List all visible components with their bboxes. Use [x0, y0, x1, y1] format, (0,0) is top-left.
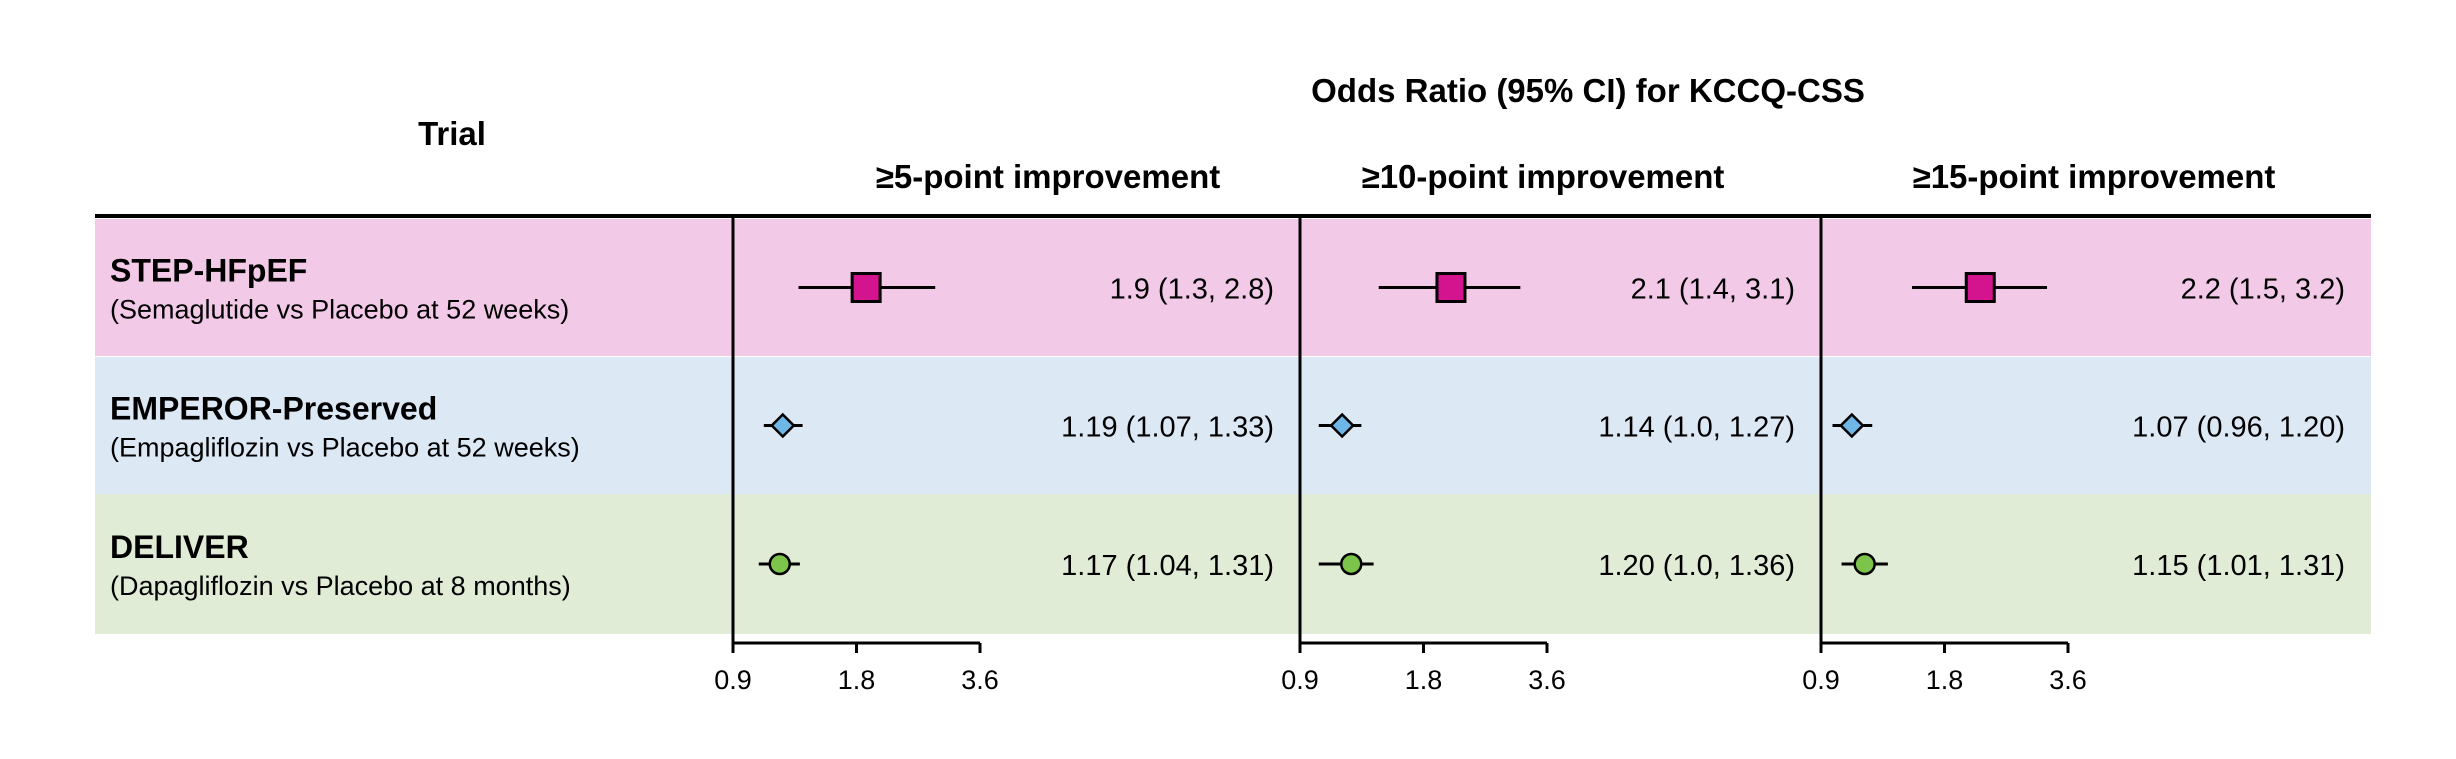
x-tick-label: 3.6 — [1528, 665, 1566, 695]
trial-name: DELIVER — [110, 529, 249, 565]
trial-detail: (Empagliflozin vs Placebo at 52 weeks) — [110, 433, 580, 463]
trial-labels: STEP-HFpEF (Semaglutide vs Placebo at 52 … — [110, 253, 580, 602]
estimate-label: 1.20 (1.0, 1.36) — [1598, 550, 1795, 582]
axes: 0.9 1.8 3.6 0.9 1.8 3.6 0.9 1.8 3.6 — [714, 216, 2087, 695]
point-estimate-circle — [768, 552, 791, 576]
point-estimate-diamond — [769, 412, 796, 439]
panel-titles: ≥5-point improvement ≥10-point improvemen… — [876, 158, 2276, 195]
estimate-label: 1.17 (1.04, 1.31) — [1061, 550, 1274, 582]
x-tick-label: 3.6 — [2049, 665, 2087, 695]
estimate-label: 1.14 (1.0, 1.27) — [1598, 412, 1795, 444]
estimate-label: 2.1 (1.4, 3.1) — [1631, 274, 1795, 306]
panel-title: ≥10-point improvement — [1362, 158, 1725, 195]
trial-detail: (Dapagliflozin vs Placebo at 8 months) — [110, 571, 571, 601]
panel-title: ≥5-point improvement — [876, 158, 1220, 195]
overall-title: Odds Ratio (95% CI) for KCCQ-CSS — [1311, 72, 1865, 109]
point-estimate-square — [1964, 272, 1996, 303]
trial-name: EMPEROR-Preserved — [110, 391, 437, 427]
estimate-label: 2.2 (1.5, 3.2) — [2181, 274, 2345, 306]
x-tick-label: 3.6 — [961, 665, 999, 695]
panel-title: ≥15-point improvement — [1913, 158, 2276, 195]
x-tick-label: 1.8 — [1405, 665, 1443, 695]
estimate-label: 1.9 (1.3, 2.8) — [1110, 274, 1274, 306]
x-tick-label: 1.8 — [838, 665, 876, 695]
estimate-label: 1.07 (0.96, 1.20) — [2132, 412, 2345, 444]
point-estimate-circle — [1340, 552, 1363, 576]
x-tick-label: 1.8 — [1926, 665, 1964, 695]
trial-detail: (Semaglutide vs Placebo at 52 weeks) — [110, 295, 569, 325]
row-background — [95, 357, 2371, 494]
trial-name: STEP-HFpEF — [110, 253, 307, 289]
x-tick-label: 0.9 — [714, 665, 752, 695]
row-backgrounds — [95, 219, 2371, 634]
estimate-label: 1.15 (1.01, 1.31) — [2132, 550, 2345, 582]
estimates: 1.9 (1.3, 2.8) 2.1 (1.4, 3.1) 2.2 (1.5, 3.… — [758, 272, 2345, 582]
trial-column-header: Trial — [418, 115, 486, 152]
point-estimate-diamond — [1839, 412, 1865, 439]
point-estimate-diamond — [1329, 412, 1355, 439]
x-tick-label: 0.9 — [1802, 665, 1840, 695]
x-tick-label: 0.9 — [1281, 665, 1319, 695]
row-background — [95, 494, 2371, 634]
estimate-label: 1.19 (1.07, 1.33) — [1061, 412, 1274, 444]
point-estimate-circle — [1853, 552, 1876, 576]
point-estimate-square — [1435, 272, 1467, 303]
point-estimate-square — [850, 272, 882, 303]
